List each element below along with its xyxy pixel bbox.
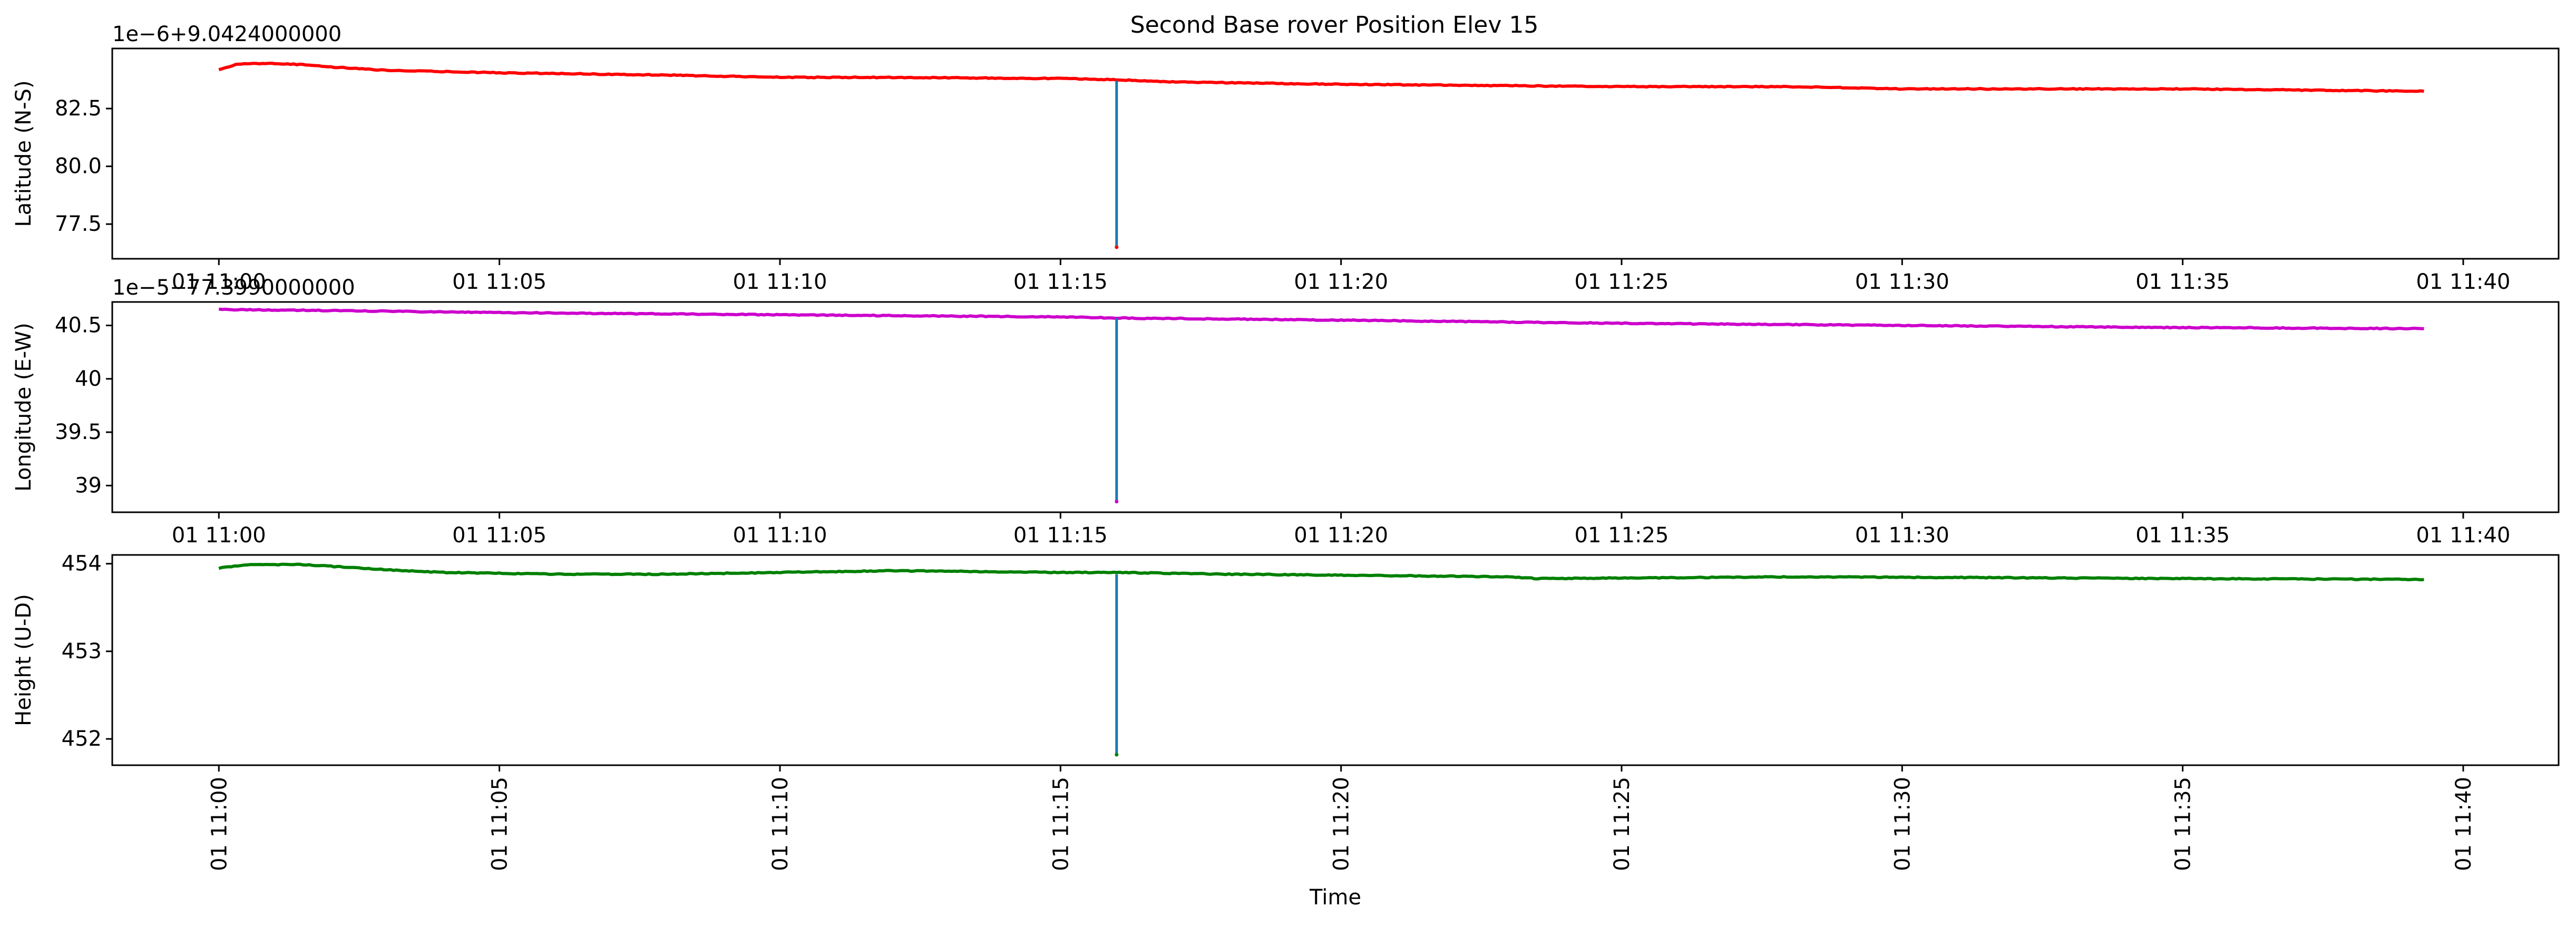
panel-3-ytick-label-2: 454 xyxy=(62,552,102,576)
panel-1-xtick-label-0: 01 11:00 xyxy=(172,270,266,294)
panel-3-xtick-label-6: 01 11:30 xyxy=(1890,777,1915,871)
panel-3-ytick-label-0: 452 xyxy=(62,727,102,751)
panel-2-xtick-label-2: 01 11:10 xyxy=(733,523,827,548)
panel-3-series-line xyxy=(218,562,2424,582)
panel-2-blip-point xyxy=(1115,500,1119,504)
panel-2-offset-text: 1e−5−77.3990000000 xyxy=(112,276,355,300)
panel-3-xtick-label-3: 01 11:15 xyxy=(1049,777,1073,871)
panel-1-xtick-label-2: 01 11:10 xyxy=(733,270,827,294)
panel-2-series-line xyxy=(218,307,2424,331)
panel-1-ytick-label-1: 80.0 xyxy=(55,154,102,179)
panel-3-ytick-label-1: 453 xyxy=(62,639,102,663)
panel-1-xtick-label-4: 01 11:20 xyxy=(1294,270,1388,294)
panel-1-xtick-label-3: 01 11:15 xyxy=(1013,270,1108,294)
panel-3-xtick-label-5: 01 11:25 xyxy=(1610,777,1634,871)
panel-2-ytick-label-0: 39 xyxy=(75,473,102,497)
panel-1-xtick-label-1: 01 11:05 xyxy=(452,270,547,294)
panel-2-xtick-label-8: 01 11:40 xyxy=(2416,523,2511,548)
panel-1-xtick-label-7: 01 11:35 xyxy=(2135,270,2230,294)
panel-1-offset-text: 1e−6+9.0424000000 xyxy=(112,22,341,46)
panel-1-xtick-label-5: 01 11:25 xyxy=(1575,270,1669,294)
panel-2-xtick-label-0: 01 11:00 xyxy=(172,523,266,548)
panel-3-xtick-label-4: 01 11:20 xyxy=(1330,777,1354,871)
panel-3-xlabel: Time xyxy=(1309,885,1361,910)
panel-3-axes-frame xyxy=(111,554,2560,766)
panel-2-xtick-label-4: 01 11:20 xyxy=(1294,523,1388,548)
panel-1-ylabel: Latitude (N-S) xyxy=(12,80,36,227)
panel-3-xtick-label-2: 01 11:10 xyxy=(768,777,793,871)
panel-1-blip-point xyxy=(1115,245,1119,249)
panel-2-xtick-label-6: 01 11:30 xyxy=(1855,523,1949,548)
panel-1-xtick-label-6: 01 11:30 xyxy=(1855,270,1949,294)
panel-3-xtick-label-8: 01 11:40 xyxy=(2452,777,2476,871)
panel-2-xtick-label-1: 01 11:05 xyxy=(452,523,547,548)
panel-1-ytick-label-0: 77.5 xyxy=(55,212,102,236)
panel-2-ylabel: Longitude (E-W) xyxy=(12,323,36,492)
panel-3-xtick-label-7: 01 11:35 xyxy=(2171,777,2196,871)
panel-1-axes-frame xyxy=(111,47,2560,260)
panel-3-xtick-label-1: 01 11:05 xyxy=(488,777,512,871)
panel-3-ylabel: Height (U-D) xyxy=(12,594,36,726)
panel-1-xtick-label-8: 01 11:40 xyxy=(2416,270,2511,294)
panel-2-xtick-label-3: 01 11:15 xyxy=(1013,523,1108,548)
panel-1-ytick-label-2: 82.5 xyxy=(55,96,102,121)
panel-2-ytick-label-3: 40.5 xyxy=(55,314,102,338)
panel-3-blip-point xyxy=(1115,753,1119,757)
panel-1-series-line xyxy=(218,62,2424,93)
panel-2-ytick-label-1: 39.5 xyxy=(55,420,102,444)
panel-2-xtick-label-7: 01 11:35 xyxy=(2135,523,2230,548)
panel-2-xtick-label-5: 01 11:25 xyxy=(1575,523,1669,548)
panel-2-ytick-label-2: 40 xyxy=(75,367,102,391)
figure-title: Second Base rover Position Elev 15 xyxy=(1130,12,1539,38)
panel-3-xtick-label-0: 01 11:00 xyxy=(207,777,231,871)
panel-2-axes-frame xyxy=(111,301,2560,513)
